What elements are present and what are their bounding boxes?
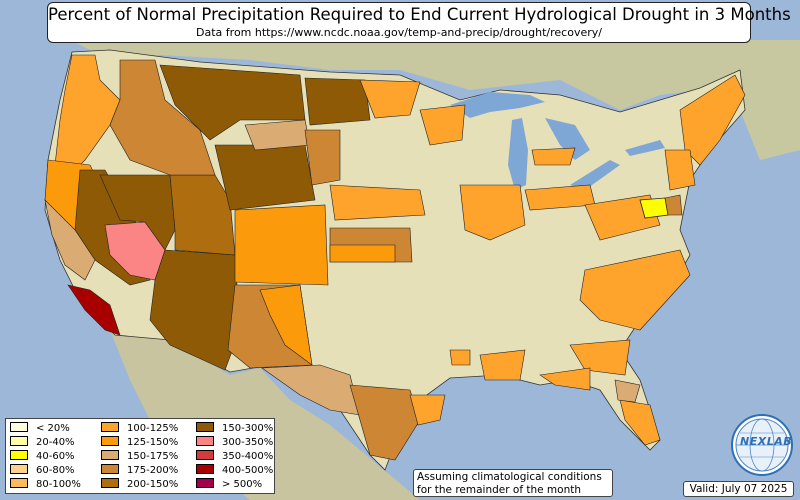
region-florida-light [614, 379, 641, 403]
region-virginia [584, 194, 661, 241]
valid-date: Valid: July 07 2025 [683, 481, 794, 497]
region-maryland-yellow [639, 197, 669, 219]
legend-item: 150-175% [101, 450, 178, 463]
legend-swatch [10, 464, 28, 474]
region-minnesota-orange [359, 79, 421, 119]
region-wy-light [244, 119, 311, 151]
region-new-york-east [664, 149, 696, 191]
assumption-note: Assuming climatological conditions for t… [413, 469, 613, 497]
lake-erie [570, 160, 620, 190]
map-title: Percent of Normal Precipitation Required… [48, 5, 791, 24]
legend-swatch [196, 478, 214, 488]
region-iowa-illinois [459, 184, 526, 241]
region-wa-or-coast [54, 54, 121, 176]
region-colorado [234, 204, 329, 286]
legend-swatch [196, 450, 214, 460]
legend-swatch [10, 450, 28, 460]
legend-swatch [10, 478, 28, 488]
legend-swatch [101, 464, 119, 474]
legend-item: 100-125% [101, 422, 178, 435]
legend-item: 400-500% [196, 464, 273, 477]
legend-swatch [101, 450, 119, 460]
region-wyoming [214, 144, 316, 211]
legend-item: > 500% [196, 478, 262, 491]
nexlab-logo: NEXLAB [730, 413, 794, 477]
legend-item: 175-200% [101, 464, 178, 477]
region-socal-red [67, 284, 121, 336]
legend-item: 350-400% [196, 450, 273, 463]
legend-item: 200-150% [101, 478, 178, 491]
legend-swatch [101, 478, 119, 488]
legend-swatch [196, 464, 214, 474]
legend-item: 150-300% [196, 422, 273, 435]
map-subtitle: Data from https://www.ncdc.noaa.gov/temp… [196, 26, 602, 39]
legend-item: 300-350% [196, 436, 273, 449]
title-box: Percent of Normal Precipitation Required… [47, 2, 791, 43]
legend-item: 80-100% [10, 478, 81, 491]
region-idaho [109, 59, 216, 176]
region-florida-panhandle [539, 367, 591, 391]
legend-swatch [196, 422, 214, 432]
globe-logo-icon [731, 414, 793, 476]
region-north-dakota [304, 77, 371, 126]
legend-item: 40-60% [10, 450, 75, 463]
canada-land [70, 40, 800, 160]
region-georgia-coast [569, 339, 631, 376]
region-delaware-brown [664, 194, 683, 216]
region-kansas-south [329, 244, 396, 263]
region-montana [159, 64, 306, 141]
mexico-land [110, 330, 420, 500]
lake-superior [450, 92, 545, 118]
legend-swatch [10, 422, 28, 432]
region-louisiana [449, 349, 471, 366]
legend-item: 20-40% [10, 436, 75, 449]
region-florida-peninsula [619, 399, 661, 446]
lake-ontario [625, 140, 665, 156]
region-nm-east [259, 284, 313, 366]
note-line-2: for the remainder of the month [417, 483, 582, 496]
region-texas-coast [409, 394, 446, 426]
region-carolinas [579, 249, 691, 331]
region-michigan [531, 147, 576, 166]
region-mississippi-alabama [479, 349, 526, 381]
legend-item: < 20% [10, 422, 70, 435]
legend: < 20% 20-40% 40-60% 60-80% 80-100% 100-1… [5, 418, 275, 494]
region-wisconsin [419, 104, 466, 146]
legend-swatch [10, 436, 28, 446]
legend-item: 125-150% [101, 436, 178, 449]
legend-swatch [101, 436, 119, 446]
legend-swatch [101, 422, 119, 432]
region-south-dakota-west [304, 129, 341, 186]
legend-item: 60-80% [10, 464, 75, 477]
note-line-1: Assuming climatological conditions [417, 471, 602, 483]
legend-swatch [196, 436, 214, 446]
lake-michigan [508, 118, 528, 190]
logo-text: NEXLAB [740, 435, 793, 448]
region-texas-central [349, 384, 421, 461]
region-ca-coast-light [44, 199, 96, 281]
region-nebraska [329, 184, 426, 221]
lake-huron [545, 118, 590, 160]
